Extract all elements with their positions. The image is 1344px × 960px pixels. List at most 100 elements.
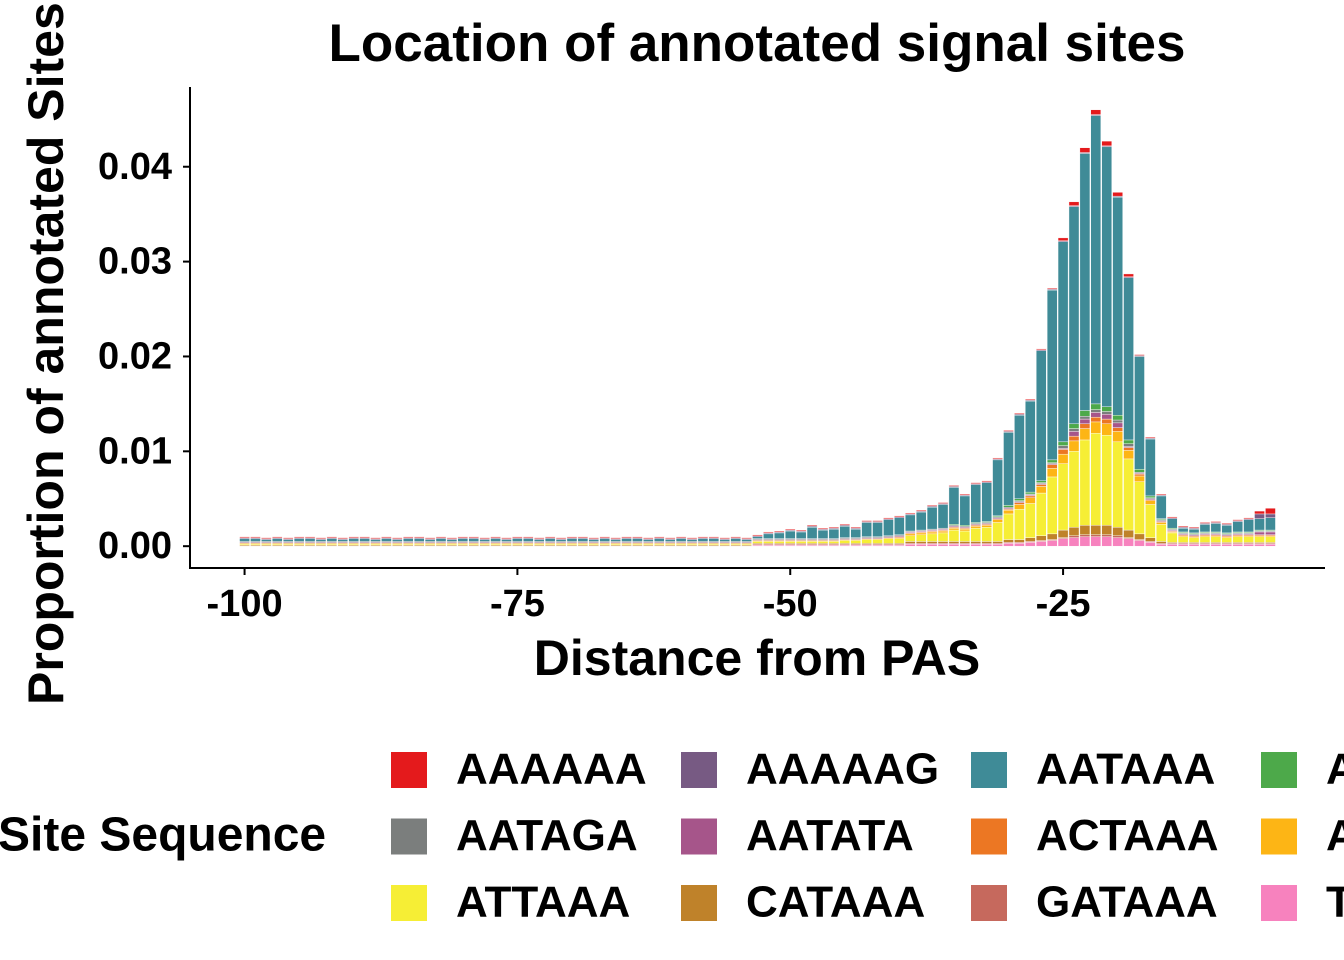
bar-segment bbox=[1134, 481, 1145, 535]
bar-segment bbox=[1145, 436, 1156, 439]
bar-segment bbox=[752, 534, 763, 536]
bar-segment bbox=[293, 538, 305, 542]
bar-segment bbox=[304, 538, 316, 542]
x-tick-label: -25 bbox=[1036, 583, 1091, 625]
bar-segment bbox=[392, 539, 403, 542]
bar-segment bbox=[937, 530, 949, 534]
bar-segment bbox=[1079, 147, 1091, 153]
bar-segment bbox=[828, 541, 840, 544]
bar-segment bbox=[326, 536, 338, 538]
bar-segment bbox=[828, 527, 840, 529]
bar-segment bbox=[1123, 450, 1134, 460]
bar-segment bbox=[785, 530, 796, 539]
bar-segment bbox=[1123, 273, 1134, 277]
bar-segment bbox=[937, 502, 949, 504]
bar-segment bbox=[1090, 412, 1102, 418]
bar-segment bbox=[686, 537, 698, 539]
bar-segment bbox=[304, 536, 316, 538]
bar-segment bbox=[468, 538, 479, 542]
bar-segment bbox=[1199, 522, 1211, 524]
bar-segment bbox=[1145, 495, 1156, 499]
bar-segment bbox=[1254, 510, 1265, 515]
bar-segment bbox=[850, 527, 861, 529]
bar-segment bbox=[1101, 418, 1112, 425]
bar-segment bbox=[1046, 459, 1058, 463]
bars bbox=[239, 109, 1276, 547]
bar-segment bbox=[1079, 525, 1091, 535]
bar-segment bbox=[1046, 287, 1058, 290]
bar-segment bbox=[970, 544, 981, 547]
bar-segment bbox=[1145, 438, 1156, 497]
bar-segment bbox=[1188, 528, 1200, 534]
bar-segment bbox=[1210, 536, 1222, 543]
bar-segment bbox=[839, 526, 851, 538]
bar-segment bbox=[1254, 544, 1265, 547]
bar-segment bbox=[490, 536, 501, 538]
bar-segment bbox=[1145, 542, 1156, 547]
bar-segment bbox=[1221, 525, 1232, 534]
bar-segment bbox=[610, 537, 621, 539]
bar-segment bbox=[1232, 544, 1243, 547]
bar-segment bbox=[1036, 492, 1047, 536]
bar-segment bbox=[446, 537, 458, 539]
bar-segment bbox=[872, 522, 883, 537]
bar-segment bbox=[435, 536, 447, 538]
bar-segment bbox=[948, 529, 960, 542]
bar-segment bbox=[795, 529, 807, 532]
bar-segment bbox=[1166, 516, 1178, 518]
legend-key bbox=[1261, 752, 1297, 788]
bar-segment bbox=[1134, 356, 1145, 470]
bar-segment bbox=[905, 512, 916, 515]
bar-segment bbox=[1068, 537, 1080, 547]
bar-segment bbox=[1177, 536, 1189, 543]
bar-segment bbox=[937, 532, 949, 542]
bar-segment bbox=[1003, 509, 1014, 515]
bar-segment bbox=[1145, 537, 1156, 542]
bar-segment bbox=[1003, 432, 1014, 506]
bar-segment bbox=[1079, 534, 1091, 537]
bar-segment bbox=[1188, 537, 1200, 543]
bar-segment bbox=[675, 538, 687, 542]
bar-segment bbox=[817, 541, 829, 544]
bar-segment bbox=[413, 536, 425, 538]
bar-segment bbox=[261, 539, 272, 542]
bar-segment bbox=[894, 538, 905, 544]
bar-segment bbox=[839, 524, 851, 526]
bar-segment bbox=[1057, 441, 1069, 446]
bar-segment bbox=[1025, 537, 1036, 542]
bar-segment bbox=[981, 482, 992, 522]
bar-segment bbox=[250, 538, 261, 542]
bar-segment bbox=[534, 539, 545, 542]
y-tick-label: 0.04 bbox=[98, 146, 172, 188]
bar-segment bbox=[501, 539, 512, 542]
bar-segment bbox=[1166, 532, 1178, 543]
bar-segment bbox=[1199, 544, 1211, 547]
bar-segment bbox=[948, 487, 960, 525]
bar-segment bbox=[1145, 500, 1156, 505]
bar-segment bbox=[1134, 540, 1145, 547]
bar-segment bbox=[806, 525, 818, 527]
bar-segment bbox=[1265, 536, 1276, 543]
bar-segment bbox=[1003, 430, 1014, 432]
bar-segment bbox=[239, 538, 250, 542]
bar-segment bbox=[512, 536, 523, 538]
bar-segment bbox=[719, 537, 730, 539]
bar-segment bbox=[1025, 398, 1036, 401]
bar-segment bbox=[1090, 109, 1102, 115]
bar-segment bbox=[981, 527, 992, 542]
bar-segment bbox=[992, 541, 1003, 544]
bar-segment bbox=[577, 538, 589, 542]
bar-segment bbox=[479, 539, 490, 542]
bar-segment bbox=[785, 541, 796, 544]
bar-segment bbox=[948, 527, 960, 531]
bar-segment bbox=[523, 538, 534, 542]
bar-segment bbox=[905, 535, 916, 542]
bar-segment bbox=[730, 536, 741, 538]
bar-segment bbox=[664, 537, 676, 539]
bar-segment bbox=[544, 536, 556, 538]
bar-segment bbox=[959, 544, 971, 547]
bar-segment bbox=[1101, 536, 1112, 547]
bar-segment bbox=[959, 493, 971, 496]
bar-segment bbox=[1101, 414, 1112, 420]
